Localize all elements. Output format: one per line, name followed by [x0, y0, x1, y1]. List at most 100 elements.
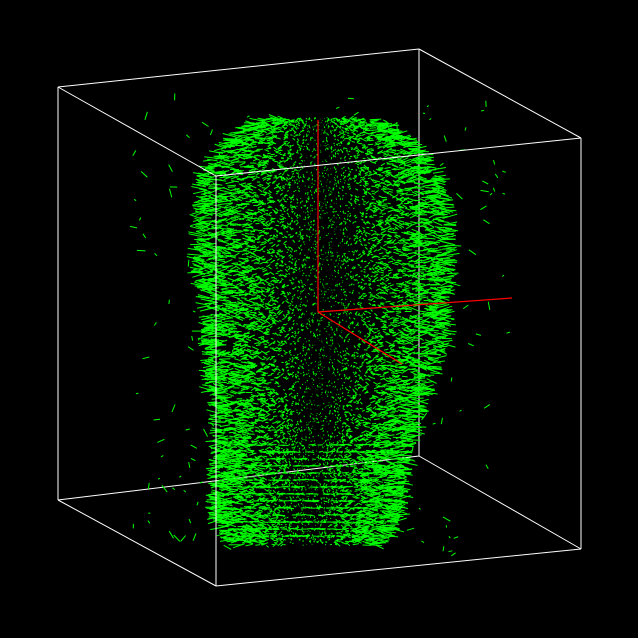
normal-vector: [408, 254, 416, 259]
normal-vector: [258, 341, 263, 345]
normal-vector: [289, 477, 292, 479]
normal-vector: [332, 367, 334, 369]
normal-vector: [350, 364, 353, 368]
normal-vector: [393, 332, 399, 337]
normal-vector: [234, 374, 244, 378]
normal-vector: [344, 293, 346, 296]
normal-vector: [275, 439, 280, 443]
normal-vector: [280, 543, 284, 547]
normal-vector: [342, 135, 345, 138]
normal-vector: [359, 235, 362, 239]
normal-vector: [317, 536, 319, 539]
normal-vector: [292, 386, 295, 389]
normal-vector: [231, 209, 238, 213]
normal-vector: [272, 180, 277, 183]
normal-vector: [317, 540, 319, 544]
normal-vector: [392, 173, 399, 178]
normal-vector: [310, 163, 312, 165]
normal-vector: [283, 349, 286, 353]
normal-vector: [260, 220, 264, 223]
normal-vector: [275, 176, 280, 180]
normal-vector: [353, 148, 356, 151]
normal-vector: [236, 317, 244, 321]
normal-vector: [336, 509, 340, 512]
normal-vector: [356, 226, 359, 228]
normal-vector: [240, 374, 248, 377]
normal-vector: [436, 335, 448, 338]
normal-vector: [375, 453, 383, 457]
normal-vector: [255, 150, 261, 152]
normal-vector: [368, 279, 371, 282]
normal-vector: [298, 447, 301, 450]
normal-vector: [344, 311, 346, 314]
normal-vector: [400, 409, 409, 414]
normal-vector: [310, 272, 312, 274]
normal-vector: [235, 371, 244, 374]
normal-vector: [281, 401, 285, 403]
normal-vector: [399, 208, 405, 213]
normal-vector: [440, 235, 454, 239]
normal-vector: [258, 161, 264, 164]
normal-vector: [277, 137, 281, 140]
normal-vector: [288, 265, 291, 268]
normal-vector: [299, 336, 302, 339]
normal-vector: [284, 392, 288, 396]
normal-vector: [348, 177, 351, 180]
normal-vector: [236, 422, 245, 425]
normal-vector: [281, 220, 285, 223]
normal-vector: [359, 254, 363, 258]
normal-vector: [364, 538, 373, 541]
normal-vector: [262, 231, 268, 234]
normal-vector: [225, 301, 232, 304]
normal-vector: [318, 475, 320, 477]
normal-vector: [370, 259, 374, 263]
normal-vector: [308, 402, 310, 404]
normal-vector: [338, 334, 341, 336]
normal-vector: [275, 212, 279, 215]
normal-vector: [350, 460, 355, 465]
normal-vector: [259, 261, 265, 265]
normal-vector: [262, 416, 267, 418]
normal-vector: [271, 319, 276, 322]
normal-vector: [256, 241, 261, 243]
normal-vector: [273, 511, 277, 515]
normal-vector: [363, 192, 368, 196]
normal-vector: [289, 453, 292, 456]
normal-vector: [289, 250, 293, 253]
normal-vector: [291, 375, 295, 378]
normal-vector: [347, 394, 350, 397]
normal-vector: [342, 288, 345, 291]
normal-vector: [343, 155, 347, 159]
normal-vector: [354, 237, 357, 240]
normal-vector: [368, 324, 372, 327]
normal-vector: [338, 419, 342, 422]
normal-vector: [333, 368, 336, 371]
normal-vector: [343, 217, 346, 220]
normal-vector: [388, 328, 395, 332]
normal-vector: [350, 204, 353, 207]
normal-vector: [220, 229, 231, 234]
normal-vector: [408, 314, 419, 318]
normal-vector: [362, 526, 370, 529]
normal-vector: [271, 243, 276, 248]
normal-vector: [336, 163, 339, 166]
normal-vector: [236, 362, 244, 367]
normal-vector: [370, 370, 374, 373]
normal-vector: [337, 354, 340, 356]
normal-vector: [362, 417, 368, 420]
normal-vector: [341, 336, 343, 339]
normal-vector: [212, 249, 223, 252]
normal-vector: [355, 278, 358, 282]
normal-vector: [260, 380, 266, 385]
normal-vector: [290, 392, 293, 395]
normal-vector: [295, 433, 298, 436]
normal-vector: [364, 246, 368, 250]
normal-vector: [354, 145, 358, 150]
normal-vector: [335, 117, 338, 120]
normal-vector: [291, 179, 294, 181]
normal-vector: [362, 340, 366, 344]
normal-vector: [349, 401, 353, 404]
normal-vector: [283, 121, 288, 124]
